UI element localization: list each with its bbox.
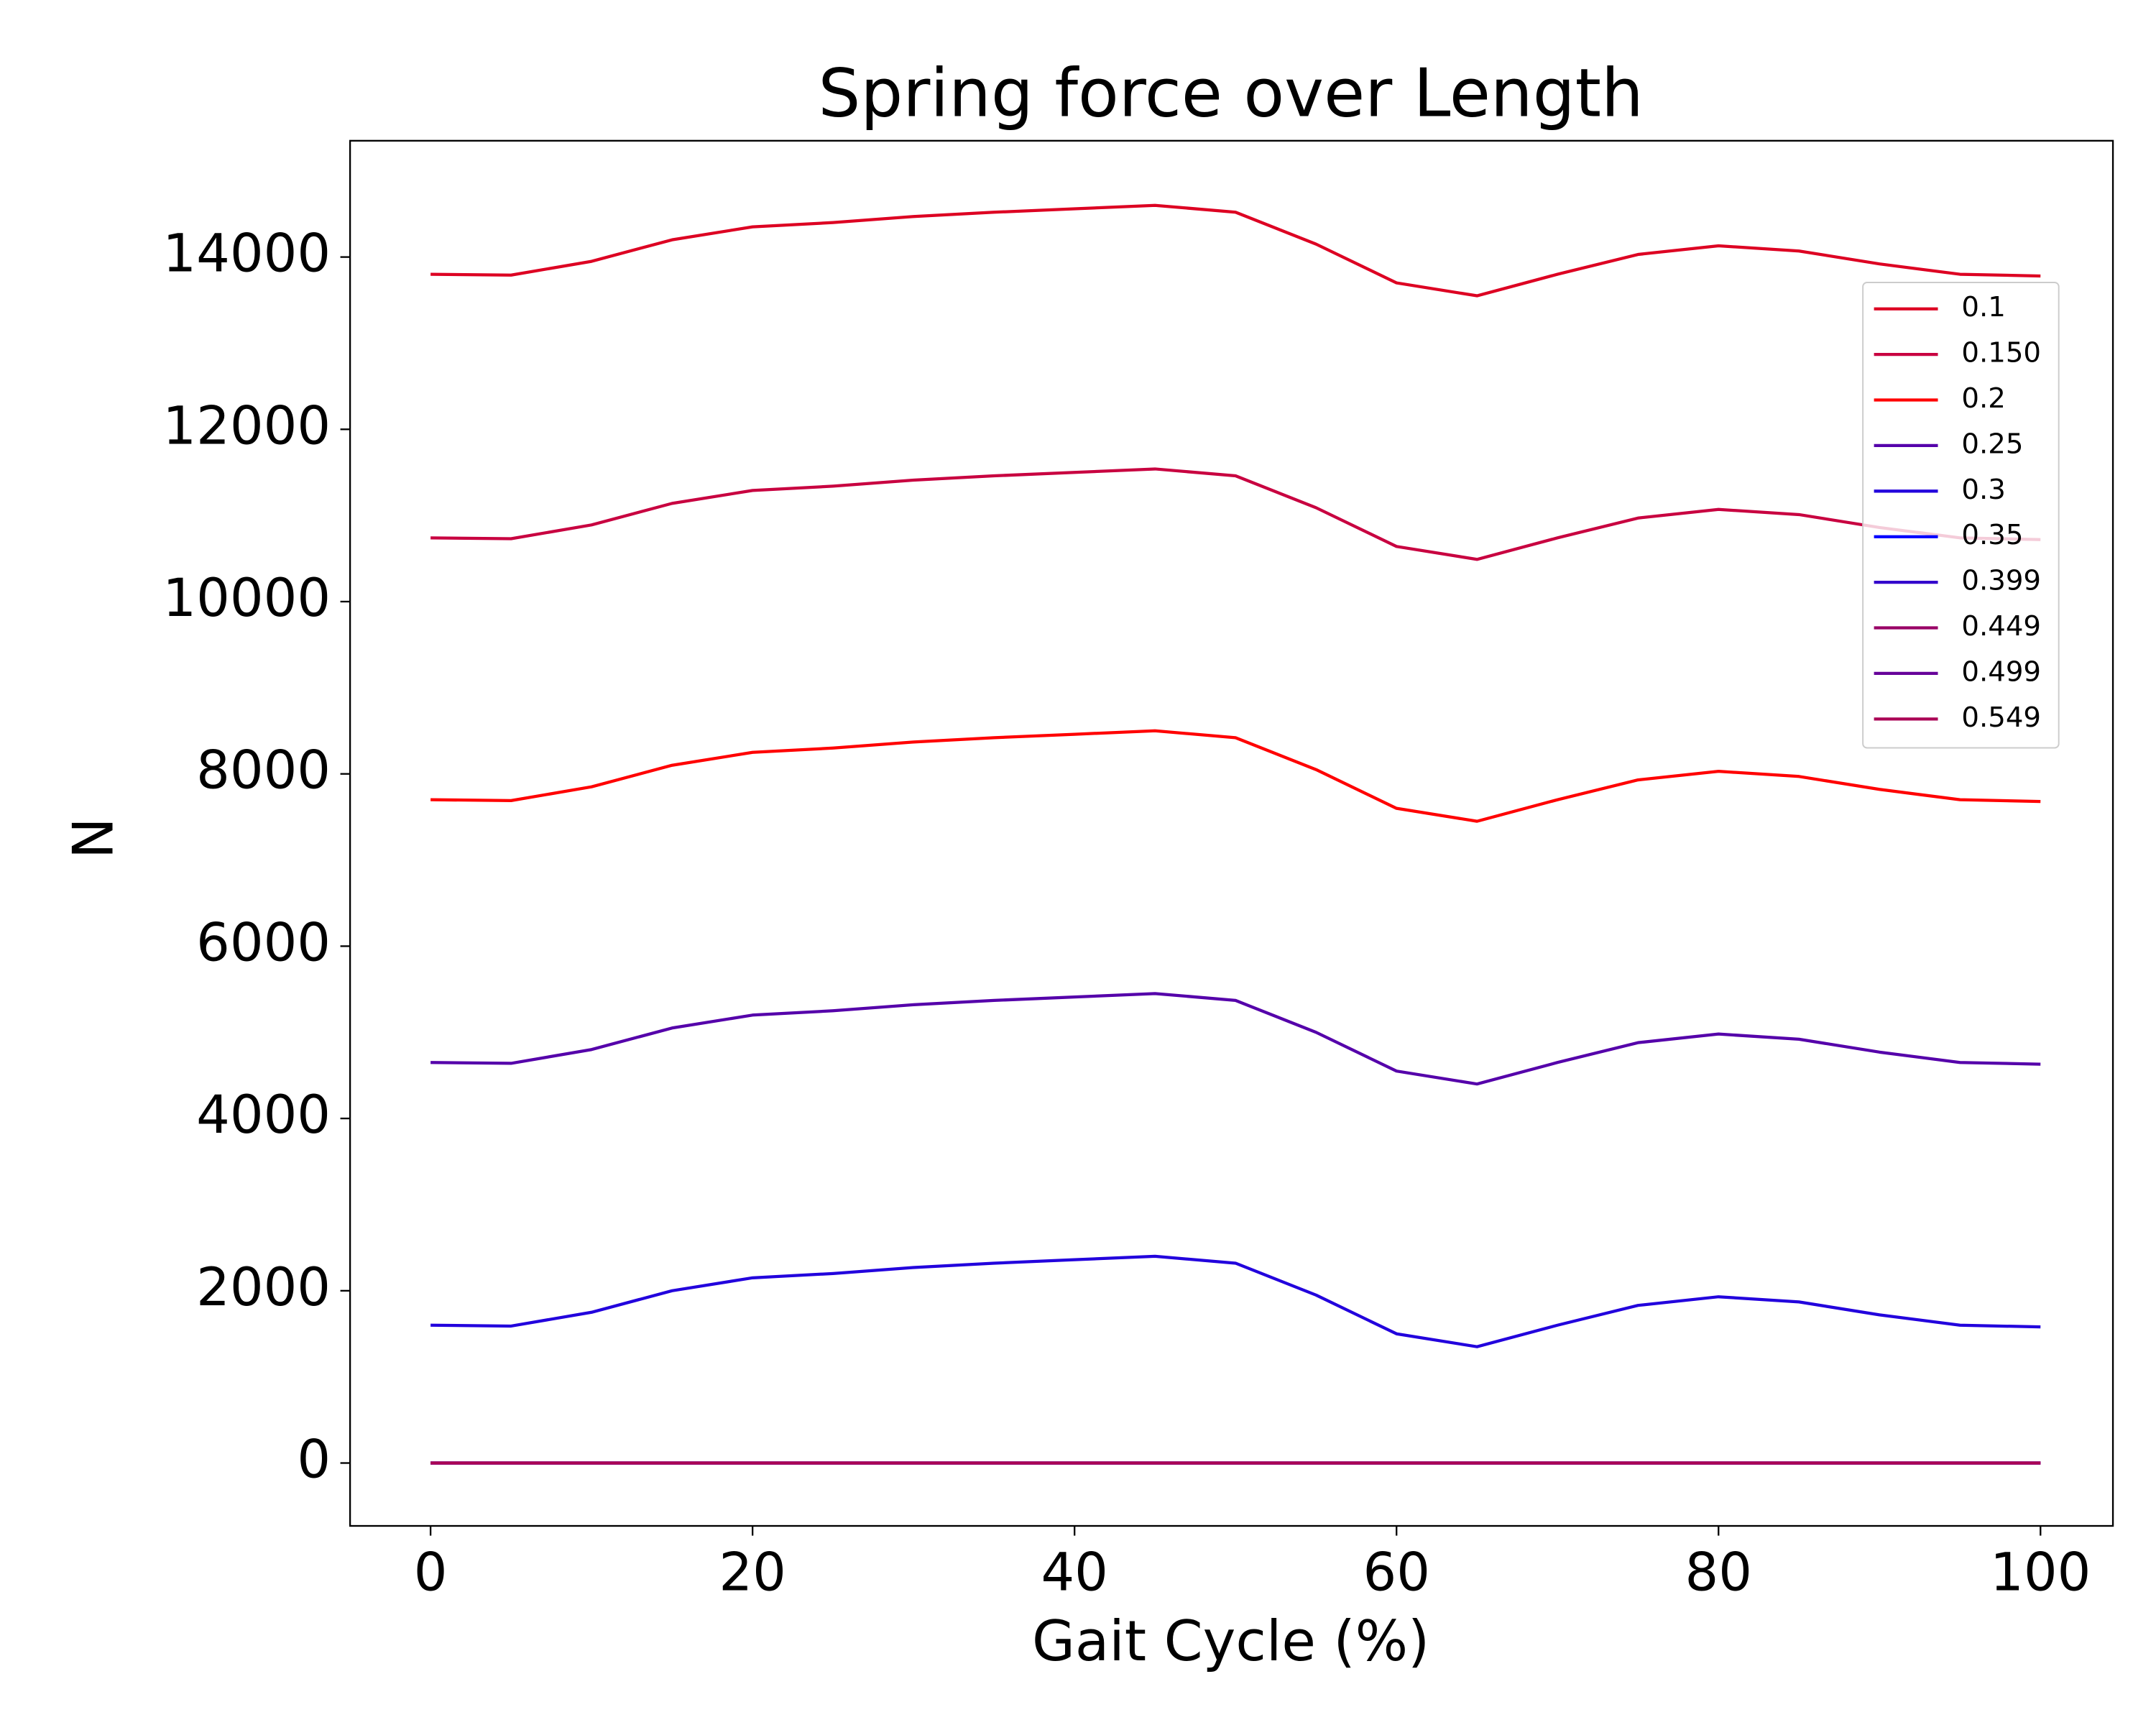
y-tick-label: 12000 — [162, 395, 331, 456]
x-tick-label: 20 — [719, 1542, 786, 1604]
y-tick-label: 4000 — [196, 1085, 331, 1146]
legend-label: 0.1 — [1961, 291, 2005, 323]
y-tick-label: 10000 — [162, 568, 331, 629]
x-tick-label: 40 — [1041, 1542, 1107, 1604]
legend-label: 0.150 — [1961, 337, 2041, 369]
chart-title: Spring force over Length — [819, 54, 1644, 132]
legend-label: 0.3 — [1961, 474, 2005, 506]
y-tick-label: 2000 — [196, 1257, 331, 1318]
y-tick-label: 0 — [297, 1430, 331, 1491]
legend-label: 0.399 — [1961, 565, 2041, 597]
series-line — [430, 992, 2041, 1086]
x-tick-label: 0 — [414, 1542, 448, 1604]
x-tick-label: 80 — [1685, 1542, 1752, 1604]
y-tick-label: 8000 — [196, 740, 331, 801]
legend-label: 0.35 — [1961, 519, 2023, 551]
legend-label: 0.449 — [1961, 610, 2041, 643]
legend-label: 0.25 — [1961, 428, 2023, 460]
y-tick-label: 6000 — [196, 912, 331, 973]
x-tick-label: 100 — [1990, 1542, 2091, 1604]
y-tick-label: 14000 — [162, 224, 331, 285]
legend-label: 0.499 — [1961, 656, 2041, 688]
legend-label: 0.549 — [1961, 702, 2041, 734]
series-line — [430, 729, 2041, 823]
x-axis-label: Gait Cycle (%) — [1032, 1609, 1429, 1674]
series-line — [430, 203, 2041, 298]
x-tick-label: 60 — [1363, 1542, 1429, 1604]
plot-frame — [349, 139, 2114, 1527]
series-line — [430, 467, 2041, 561]
series-line — [430, 1254, 2041, 1348]
y-axis-label: N — [61, 817, 126, 859]
legend-label: 0.2 — [1961, 382, 2005, 415]
legend: 0.1 0.150 0.2 0.25 0.3 0.35 0.399 0.449 0.499 0.5… — [1862, 282, 2060, 749]
